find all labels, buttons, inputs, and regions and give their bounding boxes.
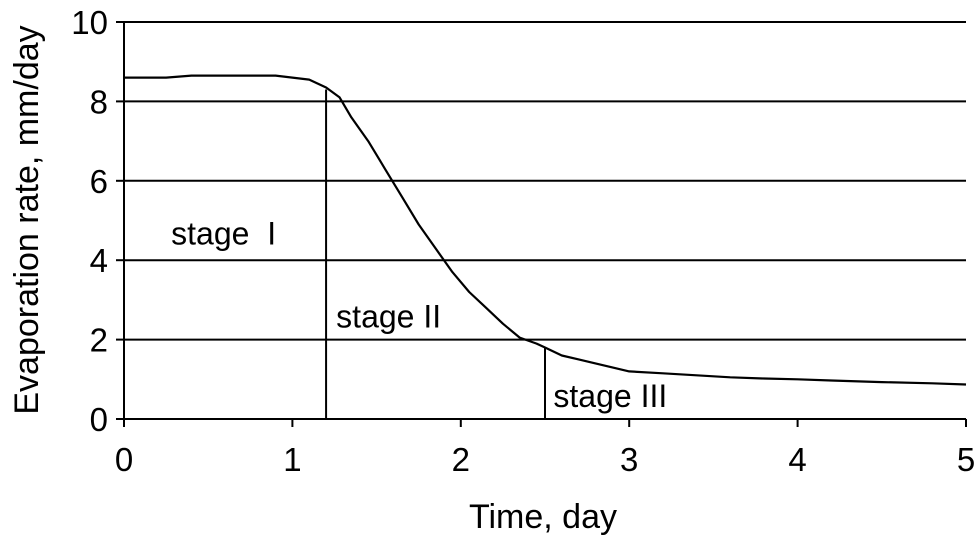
stage-label-1: stage I [171,215,276,251]
y-tick-label-4: 4 [90,242,108,279]
grid-lines [124,21,966,341]
y-axis-title: Evaporation rate, mm/day [8,25,46,414]
x-tick-label-0: 0 [115,441,133,478]
x-tick-label-4: 4 [788,441,806,478]
stage-annotations: stage I stage II stage III [171,215,667,414]
y-tick-label-2: 2 [90,322,108,359]
x-tick-label-1: 1 [283,441,301,478]
x-tick-label-2: 2 [452,441,470,478]
stage-label-2: stage II [336,299,441,335]
y-tick-label-0: 0 [90,401,108,438]
tick-labels: 0 2 4 6 8 10 0 1 2 3 4 5 [71,4,975,478]
y-tick-label-8: 8 [90,83,108,120]
y-tick-label-6: 6 [90,163,108,200]
stage-markers [325,89,546,419]
evaporation-rate-line [124,74,967,386]
data-series [124,74,967,386]
x-axis-title: Time, day [469,498,617,536]
stage-label-3: stage III [553,378,667,414]
y-tick-label-10: 10 [71,4,108,41]
x-tick-label-3: 3 [620,441,638,478]
x-tick-label-5: 5 [957,441,975,478]
